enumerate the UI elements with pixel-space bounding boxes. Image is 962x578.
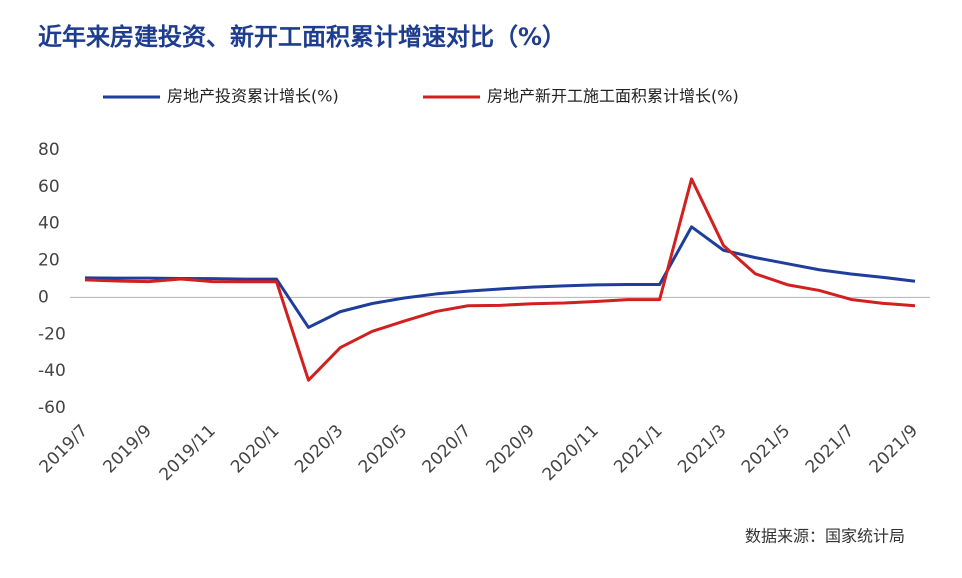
y-tick-label: 60 xyxy=(38,177,60,197)
series-line xyxy=(84,225,916,329)
y-tick-label: 40 xyxy=(38,214,60,234)
x-tick-label: 2021/7 xyxy=(802,421,858,477)
legend-label: 房地产新开工施工面积累计增长(%) xyxy=(487,87,739,106)
y-tick-label: -20 xyxy=(38,324,66,344)
source-note: 数据来源：国家统计局 xyxy=(745,527,905,546)
y-tick-label: 20 xyxy=(38,251,60,271)
y-tick-label: -40 xyxy=(38,361,66,381)
series-line xyxy=(84,177,916,382)
x-tick-label: 2019/11 xyxy=(156,421,220,485)
x-tick-label: 2020/11 xyxy=(539,421,603,485)
x-tick-label: 2021/9 xyxy=(866,421,922,477)
x-tick-label: 2019/9 xyxy=(99,421,155,477)
y-tick-label: -60 xyxy=(38,398,66,418)
x-tick-label: 2020/5 xyxy=(355,421,411,477)
y-tick-label: 80 xyxy=(38,140,60,160)
x-tick-label: 2019/7 xyxy=(36,421,92,477)
x-tick-label: 2021/5 xyxy=(738,421,794,477)
x-tick-label: 2020/7 xyxy=(419,421,475,477)
x-tick-label: 2021/1 xyxy=(610,421,666,477)
x-tick-label: 2020/1 xyxy=(227,421,283,477)
x-tick-label: 2020/3 xyxy=(291,421,347,477)
chart-title: 近年来房建投资、新开工面积累计增速对比（%） xyxy=(38,23,566,51)
x-tick-label: 2021/3 xyxy=(674,421,730,477)
legend-label: 房地产投资累计增长(%) xyxy=(167,87,339,106)
y-tick-label: 0 xyxy=(38,287,49,307)
x-tick-label: 2020/9 xyxy=(483,421,539,477)
